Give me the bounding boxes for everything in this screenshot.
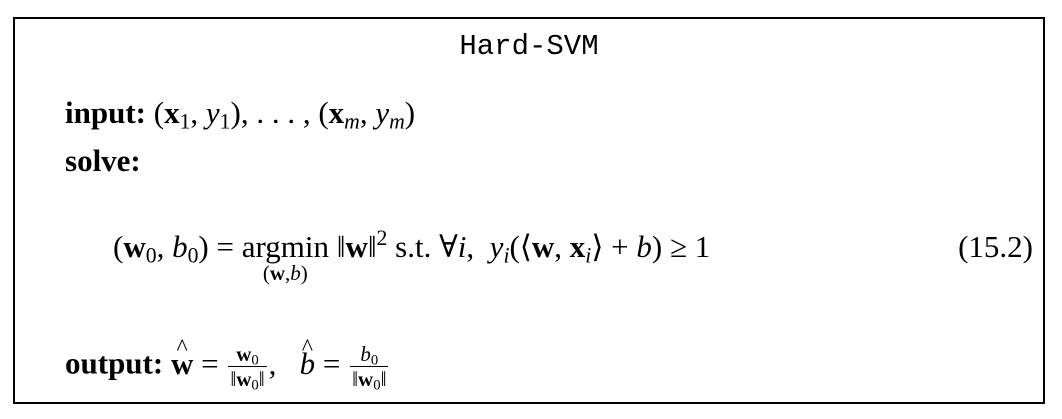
argmin-operator: argmin (w,b) (241, 227, 329, 285)
input-expression: (x1, y1), . . . , (xm, ym) (153, 95, 416, 134)
argmin-word: argmin (241, 229, 329, 264)
output-expression: w = w0 ‖w0‖ , b = b0 ‖w0‖ (171, 343, 391, 393)
input-label: input: (65, 95, 146, 130)
output-label: output: (65, 345, 164, 381)
solve-label: solve: (65, 143, 141, 178)
argmin-subscript: (w,b) (262, 261, 308, 285)
w-fraction: w0 ‖w0‖ (228, 342, 267, 394)
algorithm-title: Hard-SVM (459, 30, 599, 63)
equation-number: (15.2) (958, 229, 1033, 264)
input-line: input: (x1, y1), . . . , (xm, ym) (65, 93, 415, 133)
optimization-equation: (w0, b0) = argmin (w,b) ‖w‖2 s.t. ∀i, yi… (113, 226, 711, 285)
forall-symbol: ∀ (439, 229, 458, 264)
b-fraction: b0 ‖w0‖ (350, 342, 389, 394)
st-text: s.t. (395, 229, 432, 264)
output-line: output: w = w0 ‖w0‖ , b = b0 ‖w0‖ (65, 343, 391, 393)
algorithm-box: Hard-SVM input: (x1, y1), . . . , (xm, y… (13, 17, 1045, 404)
